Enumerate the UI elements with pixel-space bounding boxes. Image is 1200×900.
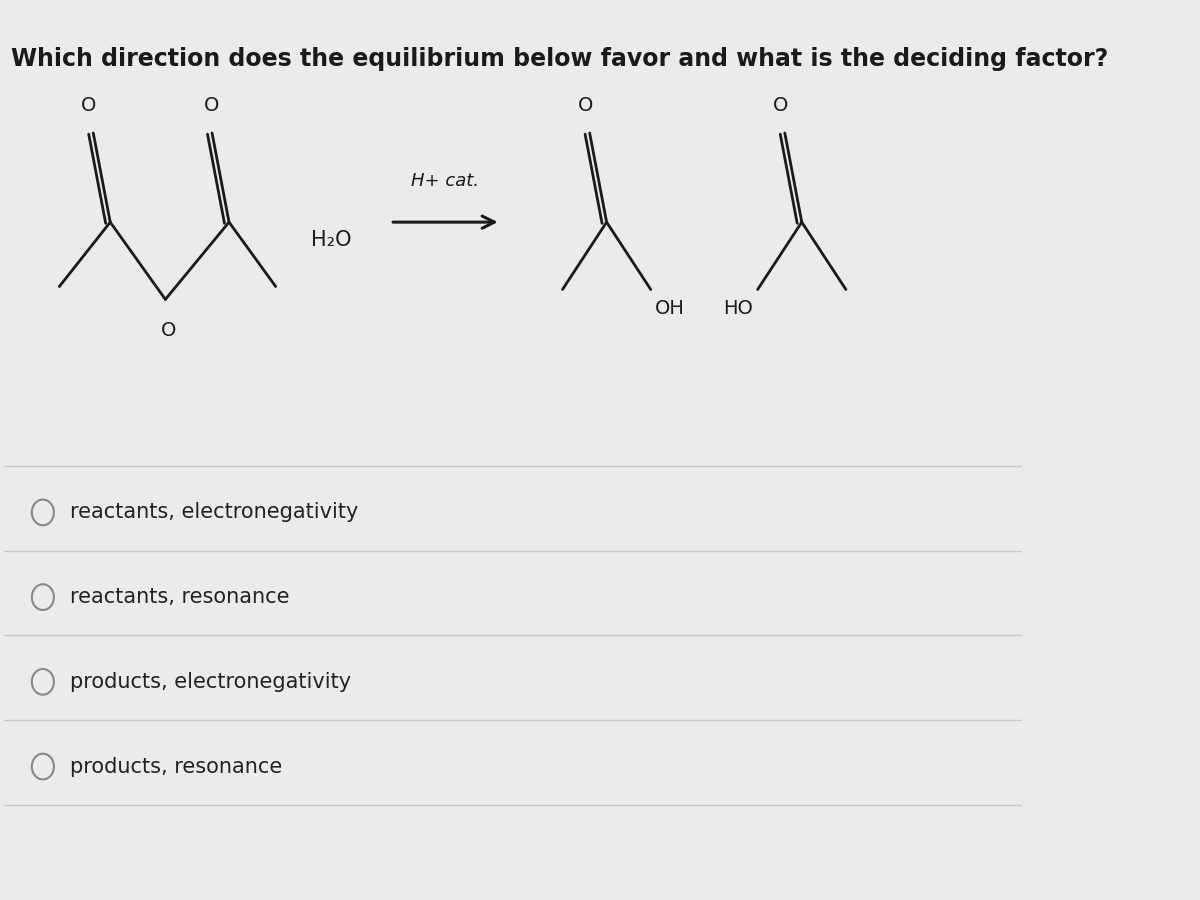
Text: H+ cat.: H+ cat. — [412, 173, 479, 191]
Text: Which direction does the equilibrium below favor and what is the deciding factor: Which direction does the equilibrium bel… — [11, 47, 1109, 71]
Text: products, electronegativity: products, electronegativity — [71, 671, 352, 692]
Text: O: O — [204, 96, 220, 115]
Text: products, resonance: products, resonance — [71, 757, 283, 777]
Text: O: O — [577, 96, 593, 115]
Text: reactants, electronegativity: reactants, electronegativity — [71, 502, 359, 522]
Text: HO: HO — [724, 300, 754, 319]
Text: O: O — [161, 321, 176, 340]
Text: H₂O: H₂O — [311, 230, 352, 250]
Text: reactants, resonance: reactants, resonance — [71, 587, 290, 608]
Text: OH: OH — [655, 300, 685, 319]
Text: O: O — [773, 96, 788, 115]
Text: O: O — [82, 96, 97, 115]
